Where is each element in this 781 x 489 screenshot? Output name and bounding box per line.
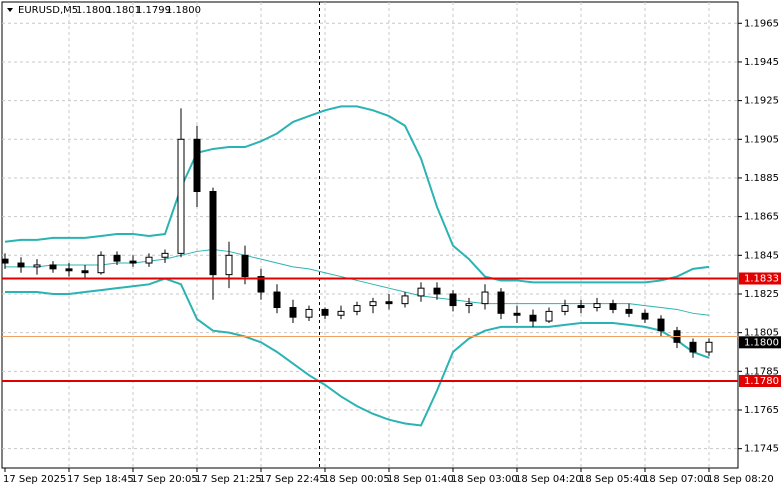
x-tick-label: 18 Sep 08:20 bbox=[707, 474, 774, 485]
price-label: 1.1833 bbox=[744, 274, 779, 285]
candle-body bbox=[705, 341, 713, 353]
candle-body bbox=[129, 260, 137, 264]
candle-body bbox=[577, 305, 585, 309]
y-tick-label: 1.1965 bbox=[744, 18, 779, 29]
candle-body bbox=[481, 291, 489, 305]
candle-body bbox=[625, 308, 633, 314]
header-value: 1.1799 bbox=[136, 5, 171, 16]
y-tick-label: 1.1765 bbox=[744, 405, 779, 416]
candle-body bbox=[593, 303, 601, 309]
price-label-box bbox=[739, 272, 781, 285]
x-tick-label: 18 Sep 03:00 bbox=[451, 474, 518, 485]
x-tick-label: 18 Sep 01:40 bbox=[387, 474, 454, 485]
y-tick-label: 1.1785 bbox=[744, 366, 779, 377]
y-tick-label: 1.1805 bbox=[744, 328, 779, 339]
x-tick-label: 17 Sep 21:25 bbox=[195, 474, 262, 485]
candle-body bbox=[369, 301, 377, 307]
y-tick-label: 1.1825 bbox=[744, 289, 779, 300]
x-tick-label: 17 Sep 22:45 bbox=[259, 474, 326, 485]
candle-body bbox=[1, 258, 9, 264]
candle-body bbox=[161, 252, 169, 258]
candle-body bbox=[337, 310, 345, 316]
candle-body bbox=[273, 291, 281, 309]
candle-body bbox=[49, 264, 57, 270]
bollinger-band bbox=[4, 105, 710, 284]
chart-title: EURUSD,M5 bbox=[18, 5, 78, 16]
candle-body bbox=[17, 262, 25, 268]
candle-body bbox=[353, 305, 361, 312]
candle-body bbox=[609, 303, 617, 310]
candle-body bbox=[289, 307, 297, 318]
x-tick-label: 17 Sep 20:05 bbox=[131, 474, 198, 485]
candle-body bbox=[497, 291, 505, 314]
candle-body bbox=[449, 293, 457, 307]
candle-body bbox=[113, 254, 121, 262]
y-tick-label: 1.1745 bbox=[744, 444, 779, 455]
candle-body bbox=[545, 310, 553, 322]
candle-body bbox=[193, 138, 201, 192]
bollinger-band bbox=[5, 277, 710, 427]
candle-body bbox=[241, 254, 249, 278]
x-tick-label: 17 Sep 18:45 bbox=[67, 474, 134, 485]
x-tick-label: 18 Sep 00:05 bbox=[323, 474, 390, 485]
candle-body bbox=[305, 308, 313, 318]
x-tick-label: 18 Sep 07:00 bbox=[643, 474, 710, 485]
x-tick-label: 18 Sep 04:20 bbox=[515, 474, 582, 485]
candle-body bbox=[33, 264, 41, 268]
price-label-box bbox=[739, 374, 781, 387]
price-label: 1.1800 bbox=[744, 337, 779, 348]
candle-body bbox=[65, 268, 73, 272]
candle-body bbox=[641, 312, 649, 320]
y-tick-label: 1.1885 bbox=[744, 173, 779, 184]
candle-body bbox=[385, 301, 393, 305]
header-value: 1.1800 bbox=[76, 5, 111, 16]
candle-body bbox=[225, 254, 233, 276]
bollinger-band bbox=[5, 248, 710, 316]
y-tick-label: 1.1845 bbox=[744, 250, 779, 261]
candle-body bbox=[81, 270, 89, 274]
candle-body bbox=[465, 303, 473, 307]
y-tick-label: 1.1865 bbox=[744, 212, 779, 223]
candle-body bbox=[177, 138, 185, 254]
candle-body bbox=[97, 254, 105, 274]
dropdown-arrow[interactable] bbox=[7, 8, 13, 12]
candle-body bbox=[529, 314, 537, 322]
candle-body bbox=[145, 256, 153, 264]
y-tick-label: 1.1905 bbox=[744, 134, 779, 145]
candle-body bbox=[401, 295, 409, 305]
candle-body bbox=[433, 287, 441, 295]
x-tick-label: 17 Sep 2025 bbox=[3, 474, 66, 485]
candle-body bbox=[513, 312, 521, 316]
y-tick-label: 1.1945 bbox=[744, 57, 779, 68]
header-value: 1.1800 bbox=[166, 5, 201, 16]
candle-body bbox=[561, 305, 569, 312]
price-label: 1.1780 bbox=[744, 376, 779, 387]
header-value: 1.1801 bbox=[106, 5, 141, 16]
candle-body bbox=[417, 287, 425, 297]
x-tick-label: 18 Sep 05:40 bbox=[579, 474, 646, 485]
price-label-box bbox=[739, 336, 781, 349]
candle-body bbox=[657, 318, 665, 332]
y-tick-label: 1.1925 bbox=[744, 96, 779, 107]
candle-body bbox=[689, 341, 697, 353]
candle-body bbox=[321, 308, 329, 316]
candle-body bbox=[257, 276, 265, 293]
candle-body bbox=[209, 190, 217, 276]
